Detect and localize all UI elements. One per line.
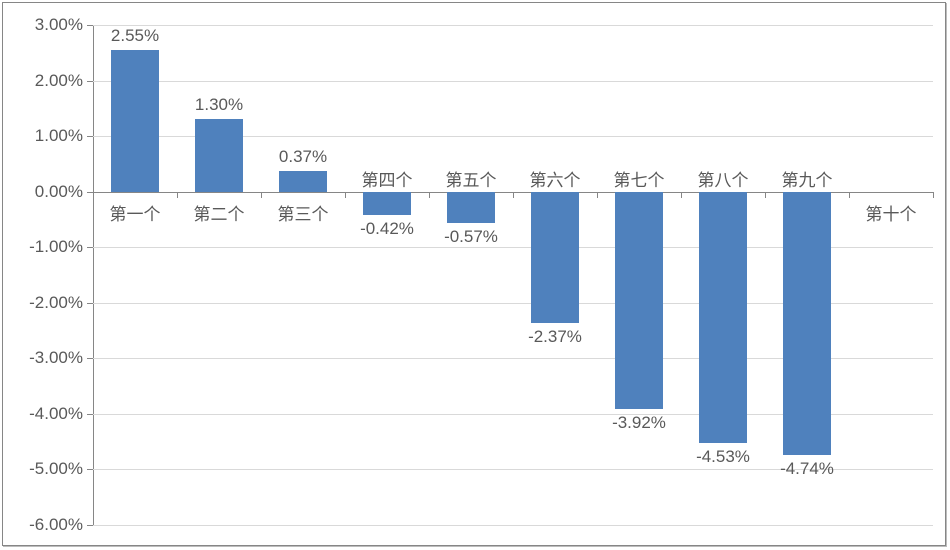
category-label: 第三个 [278,200,329,225]
value-label: 2.55% [111,26,159,46]
x-tickmark [345,192,346,198]
y-tickmark [87,525,93,526]
y-tickmark [87,25,93,26]
y-tickmark [87,81,93,82]
category-label: 第五个 [446,166,497,191]
bar [279,171,326,192]
x-tickmark [513,192,514,198]
category-label: 第十个 [866,200,917,225]
y-tick-label: 0.00% [35,182,83,202]
y-tick-label: -6.00% [29,515,83,535]
category-label: 第八个 [698,166,749,191]
y-tick-label: 2.00% [35,71,83,91]
gridline [93,25,933,26]
y-tickmark [87,303,93,304]
y-tickmark [87,469,93,470]
category-label: 第九个 [782,166,833,191]
value-label: -2.37% [528,327,582,347]
value-label: -4.74% [780,459,834,479]
value-label: 1.30% [195,95,243,115]
category-label: 第二个 [194,200,245,225]
x-tickmark [429,192,430,198]
y-tick-label: -2.00% [29,293,83,313]
value-label: -4.53% [696,447,750,467]
bar-chart: 3.00%2.00%1.00%0.00%-1.00%-2.00%-3.00%-4… [93,25,933,525]
y-tickmark [87,358,93,359]
gridline [93,81,933,82]
category-label: 第四个 [362,166,413,191]
bar [195,119,242,191]
y-tick-label: -5.00% [29,459,83,479]
x-tickmark [933,192,934,198]
y-axis [93,25,94,525]
x-tickmark [765,192,766,198]
x-tickmark [93,192,94,198]
value-label: -3.92% [612,413,666,433]
y-tick-label: -3.00% [29,348,83,368]
x-tickmark [261,192,262,198]
category-label: 第六个 [530,166,581,191]
y-tickmark [87,136,93,137]
bar [699,192,746,444]
bar [111,50,158,192]
bar [363,192,410,215]
y-tickmark [87,247,93,248]
y-tickmark [87,414,93,415]
bar [783,192,830,455]
value-label: 0.37% [279,147,327,167]
bar [531,192,578,324]
x-tickmark [681,192,682,198]
y-tick-label: -4.00% [29,404,83,424]
x-tickmark [597,192,598,198]
x-tickmark [849,192,850,198]
bar [447,192,494,224]
bar [615,192,662,410]
value-label: -0.42% [360,219,414,239]
y-tick-label: -1.00% [29,237,83,257]
chart-frame: 3.00% 2.00% 1.00% 0.00% -1.00% -2.00% -3.00% -4… [2,2,946,546]
y-tick-label: 1.00% [35,126,83,146]
y-tick-label: 3.00% [35,15,83,35]
value-label: -0.57% [444,227,498,247]
category-label: 第一个 [110,200,161,225]
category-label: 第七个 [614,166,665,191]
x-tickmark [177,192,178,198]
gridline [93,525,933,526]
